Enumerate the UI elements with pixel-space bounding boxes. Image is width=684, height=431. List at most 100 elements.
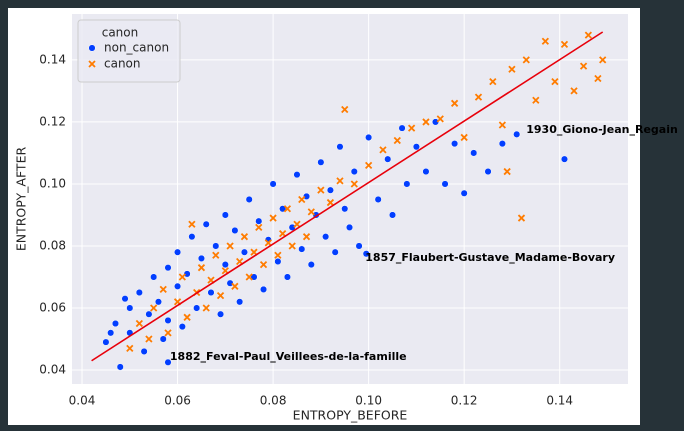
point xyxy=(317,186,325,194)
point xyxy=(388,211,397,219)
point xyxy=(441,180,449,188)
point xyxy=(145,335,153,343)
point xyxy=(560,40,569,49)
x-stroke xyxy=(503,167,511,176)
point xyxy=(341,205,349,213)
point xyxy=(412,143,420,151)
point xyxy=(164,329,172,337)
point xyxy=(460,189,468,197)
point xyxy=(202,220,210,228)
x-tick-label: 0.06 xyxy=(164,394,191,408)
point xyxy=(336,143,344,151)
x-stroke xyxy=(570,87,578,95)
x-stroke xyxy=(202,304,210,312)
legend-label: canon xyxy=(104,57,141,71)
point xyxy=(226,279,234,287)
annotation: 1857_Flaubert-Gustave_Madame-Bovary xyxy=(365,251,615,264)
x-stroke xyxy=(226,242,234,250)
point xyxy=(489,77,497,86)
x-stroke xyxy=(522,56,530,64)
point xyxy=(498,140,506,148)
point xyxy=(407,124,416,132)
x-stroke xyxy=(508,65,516,73)
x-tick-label: 0.04 xyxy=(69,394,96,408)
x-stroke xyxy=(350,180,358,188)
point xyxy=(345,223,354,231)
point xyxy=(436,115,444,123)
x-stroke xyxy=(293,220,301,228)
x-stroke xyxy=(532,96,540,104)
point xyxy=(217,310,225,318)
point xyxy=(259,285,268,293)
point xyxy=(212,251,220,259)
regression-line xyxy=(91,31,604,362)
point xyxy=(307,208,315,216)
x-stroke xyxy=(560,40,569,49)
point xyxy=(240,233,249,241)
point xyxy=(207,288,215,297)
point xyxy=(150,304,158,312)
point xyxy=(240,248,248,256)
x-stroke xyxy=(178,273,186,281)
point xyxy=(274,257,282,266)
point xyxy=(470,149,478,157)
x-stroke xyxy=(599,56,607,64)
x-stroke xyxy=(126,344,134,352)
x-stroke xyxy=(288,242,296,250)
point xyxy=(178,323,186,331)
point xyxy=(403,180,411,188)
point xyxy=(422,118,430,126)
x-stroke xyxy=(231,282,239,290)
point xyxy=(255,223,263,232)
point xyxy=(212,242,220,250)
point xyxy=(355,242,363,250)
point xyxy=(236,298,244,306)
point xyxy=(279,205,287,213)
point xyxy=(460,133,468,142)
point xyxy=(293,171,301,179)
legend-box xyxy=(77,19,181,83)
point xyxy=(216,291,225,300)
x-stroke xyxy=(436,115,444,123)
point xyxy=(570,87,578,95)
point xyxy=(255,217,263,225)
x-stroke xyxy=(307,208,315,216)
marks xyxy=(91,31,607,371)
x-stroke xyxy=(274,251,282,259)
x-stroke xyxy=(159,285,167,294)
x-stroke xyxy=(594,74,602,83)
point xyxy=(188,233,196,241)
y-tick-label: 0.06 xyxy=(39,301,66,315)
point xyxy=(307,261,315,269)
x-stroke xyxy=(584,31,592,39)
x-stroke xyxy=(164,329,172,337)
point xyxy=(298,195,306,204)
point xyxy=(107,329,115,337)
point xyxy=(193,304,201,312)
point xyxy=(279,229,287,238)
y-tick-label: 0.14 xyxy=(39,52,66,66)
point xyxy=(450,99,459,107)
x-stroke xyxy=(240,233,249,241)
point xyxy=(326,186,334,194)
x-stroke xyxy=(173,298,182,306)
point xyxy=(513,130,521,138)
point xyxy=(188,220,196,228)
x-stroke xyxy=(393,136,401,145)
point xyxy=(259,260,268,269)
x-stroke xyxy=(188,220,196,228)
point xyxy=(159,335,167,343)
point xyxy=(174,248,182,256)
x-stroke xyxy=(236,257,244,266)
x-stroke xyxy=(150,304,158,312)
point xyxy=(599,56,607,64)
x-stroke xyxy=(135,319,143,328)
x-stroke xyxy=(298,195,306,204)
point xyxy=(365,133,373,141)
x-stroke xyxy=(579,62,588,70)
point xyxy=(379,146,387,154)
point xyxy=(336,177,344,185)
point xyxy=(498,121,507,129)
point xyxy=(579,62,588,70)
